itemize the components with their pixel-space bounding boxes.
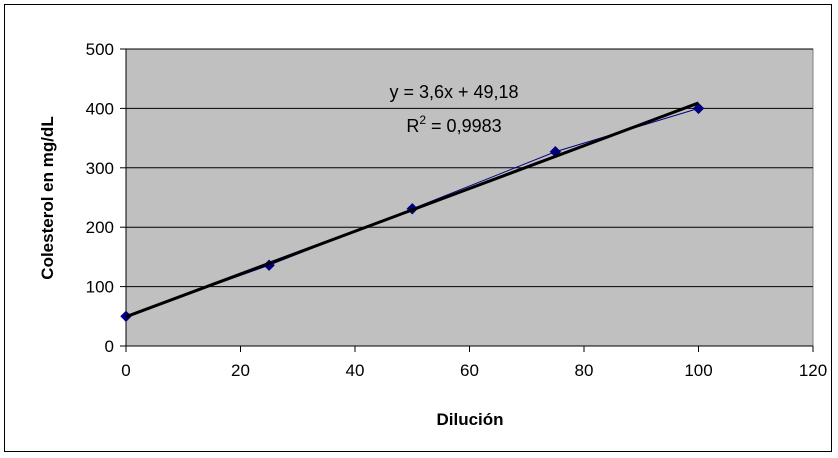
r-squared-label: R2 = 0,9983 — [406, 113, 501, 136]
y-tick-label: 500 — [86, 40, 114, 59]
x-tick-label: 20 — [231, 361, 250, 380]
x-tick-label: 80 — [575, 361, 594, 380]
x-axis-title: Dilución — [436, 410, 503, 429]
trendline-group — [125, 101, 700, 319]
trendline-equation: y = 3,6x + 49,18 — [389, 82, 518, 102]
trendline — [125, 101, 700, 319]
r-squared-value: = 0,9983 — [426, 116, 502, 136]
x-tick-label: 40 — [346, 361, 365, 380]
axes — [120, 48, 814, 352]
r-squared-superscript: 2 — [419, 113, 426, 127]
x-tick-label: 0 — [121, 361, 130, 380]
x-tick-label: 100 — [684, 361, 712, 380]
y-tick-labels: 0 100 200 300 400 500 — [86, 40, 114, 356]
plot-area — [125, 48, 814, 347]
y-axis-title: Colesterol en mg/dL — [38, 116, 57, 279]
y-tick-label: 400 — [86, 99, 114, 118]
y-tick-label: 200 — [86, 218, 114, 237]
y-tick-label: 300 — [86, 159, 114, 178]
x-tick-label: 60 — [460, 361, 479, 380]
r-squared-prefix: R — [406, 116, 419, 136]
x-tick-label: 120 — [799, 361, 827, 380]
data-point — [692, 102, 705, 115]
x-tick-labels: 0 20 40 60 80 100 120 — [121, 361, 827, 380]
y-tick-label: 100 — [86, 278, 114, 297]
y-tick-label: 0 — [105, 337, 114, 356]
